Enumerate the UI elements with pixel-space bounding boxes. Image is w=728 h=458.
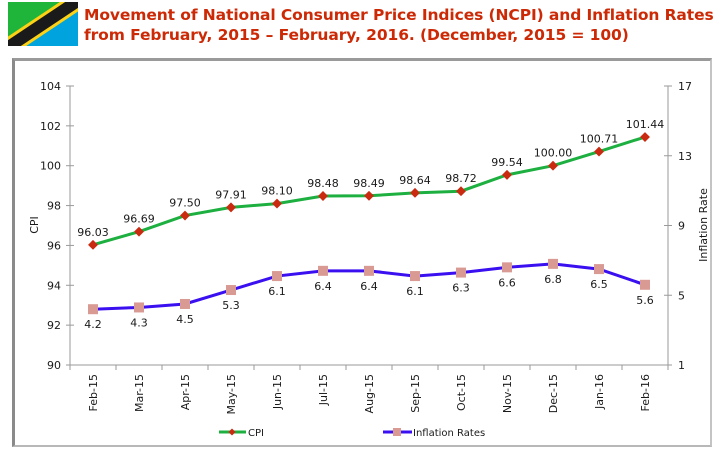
inflation-point — [594, 264, 604, 275]
inflation-point — [548, 258, 558, 269]
cpi-data-label: 100.71 — [580, 133, 619, 146]
y-tick-label: 92 — [47, 319, 61, 332]
inflation-point — [640, 279, 650, 290]
page-title: Movement of National Consumer Price Indi… — [84, 5, 714, 45]
inflation-data-label: 6.6 — [498, 276, 516, 289]
legend-inflation-label: Inflation Rates — [413, 428, 485, 439]
tanzania-flag-icon — [8, 2, 78, 46]
x-tick-label: Aug-15 — [363, 374, 376, 413]
cpi-data-label: 97.50 — [169, 197, 201, 210]
y-tick-label: 102 — [40, 120, 61, 133]
inflation-data-label: 6.4 — [314, 280, 332, 293]
y-axis-title: CPI — [28, 216, 41, 234]
inflation-point — [364, 265, 374, 276]
inflation-point — [410, 271, 420, 282]
y2-tick-label: 9 — [678, 220, 685, 233]
inflation-point — [318, 265, 328, 276]
cpi-data-label: 99.54 — [491, 156, 523, 169]
inflation-point — [456, 267, 466, 278]
inflation-data-label: 5.3 — [222, 299, 240, 312]
cpi-data-label: 96.69 — [123, 213, 155, 226]
x-tick-label: Sep-15 — [409, 374, 422, 413]
cpi-data-label: 96.03 — [77, 226, 109, 239]
inflation-data-label: 6.5 — [590, 278, 608, 291]
x-tick-label: Jun-15 — [271, 374, 284, 410]
inflation-data-label: 6.4 — [360, 280, 378, 293]
legend: CPI Inflation Rates — [219, 428, 485, 439]
cpi-point — [226, 202, 236, 213]
inflation-data-label: 4.3 — [130, 316, 148, 329]
inflation-data-label: 4.2 — [84, 318, 102, 331]
inflation-data-label: 6.8 — [544, 273, 562, 286]
inflation-data-label: 4.5 — [176, 313, 194, 326]
cpi-data-label: 98.10 — [261, 185, 293, 198]
inflation-point — [88, 304, 98, 315]
y2-tick-label: 13 — [678, 150, 692, 163]
series-layer: 96.03 96.69 97.50 97.91 98.10 98.48 98.49 98.64… — [77, 118, 664, 331]
y-tick-label: 96 — [47, 239, 61, 252]
x-tick-label: Oct-15 — [455, 374, 468, 411]
title-line-2: from February, 2015 – February, 2016. (D… — [84, 26, 629, 44]
cpi-point — [318, 191, 328, 201]
axes: 90 92 94 96 98 100 102 104 1 5 9 13 17 Feb-15 Mar-15 Ap… — [40, 80, 692, 415]
cpi-data-label: 101.44 — [626, 118, 665, 131]
inflation-point — [134, 302, 144, 313]
cpi-point — [548, 160, 558, 171]
cpi-point — [410, 187, 420, 198]
inflation-data-label: 6.3 — [452, 282, 470, 295]
cpi-point — [180, 210, 190, 221]
inflation-data-label: 6.1 — [268, 285, 286, 298]
inflation-data-label: 6.1 — [406, 285, 424, 298]
x-tick-label: Jan-16 — [593, 374, 606, 410]
x-tick-label: Feb-15 — [87, 374, 100, 411]
inflation-point — [502, 262, 512, 273]
y-tick-label: 98 — [47, 200, 61, 213]
cpi-data-label: 98.48 — [307, 177, 339, 190]
inflation-point — [180, 298, 190, 309]
y2-tick-label: 5 — [678, 289, 685, 302]
y2-axis-title: Inflation Rate — [697, 188, 710, 262]
x-tick-label: Mar-15 — [133, 374, 146, 412]
y-tick-label: 94 — [47, 279, 61, 292]
x-tick-label: Nov-15 — [501, 374, 514, 413]
x-tick-label: Dec-15 — [547, 374, 560, 413]
legend-cpi-marker — [228, 428, 236, 436]
cpi-point — [594, 146, 604, 157]
cpi-point — [502, 169, 512, 180]
x-tick-label: Feb-16 — [639, 374, 652, 411]
inflation-point — [226, 285, 236, 296]
cpi-point — [272, 198, 282, 209]
x-tick-label: Jul-15 — [317, 374, 330, 406]
x-tick-label: May-15 — [225, 374, 238, 415]
cpi-point — [88, 239, 98, 250]
cpi-data-label: 97.91 — [215, 188, 247, 201]
chart-frame — [12, 58, 712, 447]
cpi-data-label: 98.64 — [399, 174, 431, 187]
cpi-point — [134, 226, 144, 237]
legend-inflation-marker — [393, 428, 401, 436]
y-tick-label: 104 — [40, 80, 61, 93]
legend-cpi-label: CPI — [248, 428, 264, 439]
cpi-point — [456, 186, 466, 197]
title-line-1: Movement of National Consumer Price Indi… — [84, 6, 714, 24]
cpi-data-label: 98.49 — [353, 177, 385, 190]
y-tick-label: 90 — [47, 359, 61, 372]
cpi-point — [640, 132, 650, 142]
y-tick-label: 100 — [40, 160, 61, 173]
inflation-data-label: 5.6 — [636, 294, 654, 307]
y2-tick-label: 1 — [678, 359, 685, 372]
inflation-point — [272, 271, 282, 282]
cpi-point — [364, 190, 374, 201]
y2-tick-label: 17 — [678, 80, 692, 93]
cpi-data-label: 100.00 — [534, 147, 573, 160]
x-tick-label: Apr-15 — [179, 374, 192, 410]
cpi-data-label: 98.72 — [445, 172, 477, 185]
